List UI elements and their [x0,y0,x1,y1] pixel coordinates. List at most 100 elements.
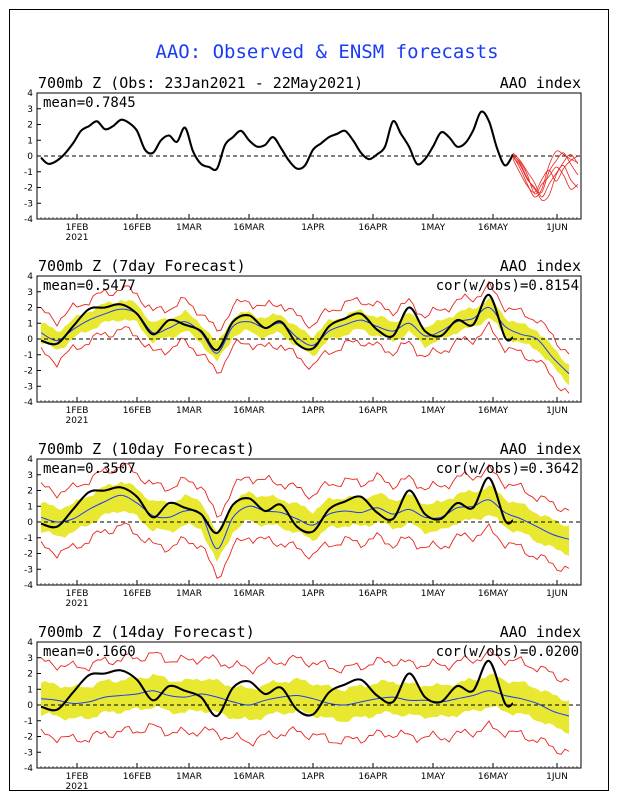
y-tick-label: 3 [27,105,33,115]
correlation-label: cor(w/obs)=0.0200 [436,644,579,660]
x-tick-label: 1MAY [421,772,446,782]
x-tick-label: 1FEB [66,589,89,599]
chart-panel-4: 700mb Z (14day Forecast) AAO index 4 3 2 1 0 -1… [24,623,582,792]
y-tick-label: -2 [24,184,33,194]
forecast-member-line [512,155,579,195]
x-tick-label: 1JUN [546,772,568,782]
ensemble-mean-line [40,306,570,374]
x-tick-label: 1JUN [546,589,568,599]
y-tick-label: 3 [27,471,33,481]
x-tick-label: 1APR [301,406,325,416]
x-tick-label: 16MAR [233,772,265,782]
panel-index-label: AAO index [500,440,581,458]
x-tick-label: 16APR [358,589,387,599]
ensemble-mean-line [40,690,570,717]
y-tick-label: 0 [27,152,33,162]
chart-panel-1: 700mb Z (Obs: 23Jan2021 - 22May2021) AAO … [24,74,582,243]
envelope-lower-line [40,720,570,755]
ensemble-spread-band [41,297,569,386]
envelope-upper-line [40,648,570,683]
x-tick-label: 16MAR [233,589,265,599]
y-tick-label: 0 [27,335,33,345]
y-tick-label: 4 [27,638,33,648]
x-tick-label: 1FEB [66,772,89,782]
x-tick-label: 1MAR [176,772,202,782]
y-tick-label: 4 [27,89,33,99]
y-tick-label: -1 [24,534,33,544]
x-tick-label: 1APR [301,223,325,233]
y-tick-label: 1 [27,319,33,329]
x-tick-label: 16MAR [233,406,265,416]
plot-area [37,462,581,579]
x-tick-label: 16FEB [123,223,152,233]
mean-label: mean=0.5477 [43,278,136,294]
plot-area [37,110,581,201]
x-tick-label: 1MAR [176,223,202,233]
y-tick-label: -4 [24,215,33,225]
x-tick-label: 16MAY [478,589,509,599]
y-tick-label: 2 [27,121,33,131]
x-tick-label: 1MAY [421,589,446,599]
y-tick-label: 1 [27,685,33,695]
y-tick-label: -2 [24,550,33,560]
y-tick-label: 0 [27,701,33,711]
x-tick-label: 1APR [301,589,325,599]
correlation-label: cor(w/obs)=0.8154 [436,278,579,294]
y-tick-label: -3 [24,382,33,392]
x-tick-label: 1MAR [176,589,202,599]
chart-panel-2: 700mb Z (7day Forecast) AAO index 4 3 2 1 0 -1 -… [24,257,582,426]
x-tick-label: 1APR [301,772,325,782]
panel-index-label: AAO index [500,257,581,275]
y-tick-label: -3 [24,565,33,575]
panel-title: 700mb Z (7day Forecast) [38,257,246,275]
y-tick-label: -1 [24,351,33,361]
correlation-label: cor(w/obs)=0.3642 [436,461,579,477]
forecast-member-line [512,152,579,198]
chart-panel-3: 700mb Z (10day Forecast) AAO index 4 3 2 1 0 -1… [24,440,582,609]
panel-title: 700mb Z (14day Forecast) [38,623,255,641]
x-tick-label: 16APR [358,772,387,782]
x-tick-label: 16APR [358,223,387,233]
observed-series-line [40,110,514,172]
x-tick-label: 1FEB [66,406,89,416]
panel-title: 700mb Z (10day Forecast) [38,440,255,458]
mean-label: mean=0.7845 [43,95,136,111]
x-tick-label: 1JUN [546,223,568,233]
x-tick-label: 1MAY [421,223,446,233]
panels-group: 700mb Z (Obs: 23Jan2021 - 22May2021) AAO … [24,74,582,792]
panel-index-label: AAO index [500,74,581,92]
x-tick-label: 16MAR [233,223,265,233]
year-label: 2021 [66,782,89,792]
y-tick-label: 1 [27,502,33,512]
figure-frame [9,9,609,791]
y-tick-label: 3 [27,654,33,664]
y-tick-label: -4 [24,581,33,591]
y-tick-label: 4 [27,272,33,282]
x-tick-label: 1MAR [176,406,202,416]
ensemble-spread-band [41,673,569,734]
plot-area [37,280,581,394]
x-tick-label: 1JUN [546,406,568,416]
x-tick-label: 1FEB [66,223,89,233]
ensemble-mean-line [40,494,570,550]
y-tick-label: 3 [27,288,33,298]
plot-area [37,648,581,755]
envelope-upper-line [40,462,570,518]
mean-label: mean=0.3507 [43,461,136,477]
observed-series-line [40,476,514,535]
x-tick-label: 16FEB [123,406,152,416]
forecast-member-line [512,155,579,193]
year-label: 2021 [66,416,89,426]
year-label: 2021 [66,599,89,609]
x-tick-label: 16FEB [123,772,152,782]
year-label: 2021 [66,233,89,243]
figure-title: AAO: Observed & ENSM forecasts [155,41,498,63]
x-tick-label: 16MAY [478,406,509,416]
x-tick-label: 16MAY [478,772,509,782]
x-tick-label: 16APR [358,406,387,416]
y-tick-label: -1 [24,717,33,727]
y-tick-label: -2 [24,733,33,743]
envelope-lower-line [40,522,570,579]
y-tick-label: 2 [27,670,33,680]
